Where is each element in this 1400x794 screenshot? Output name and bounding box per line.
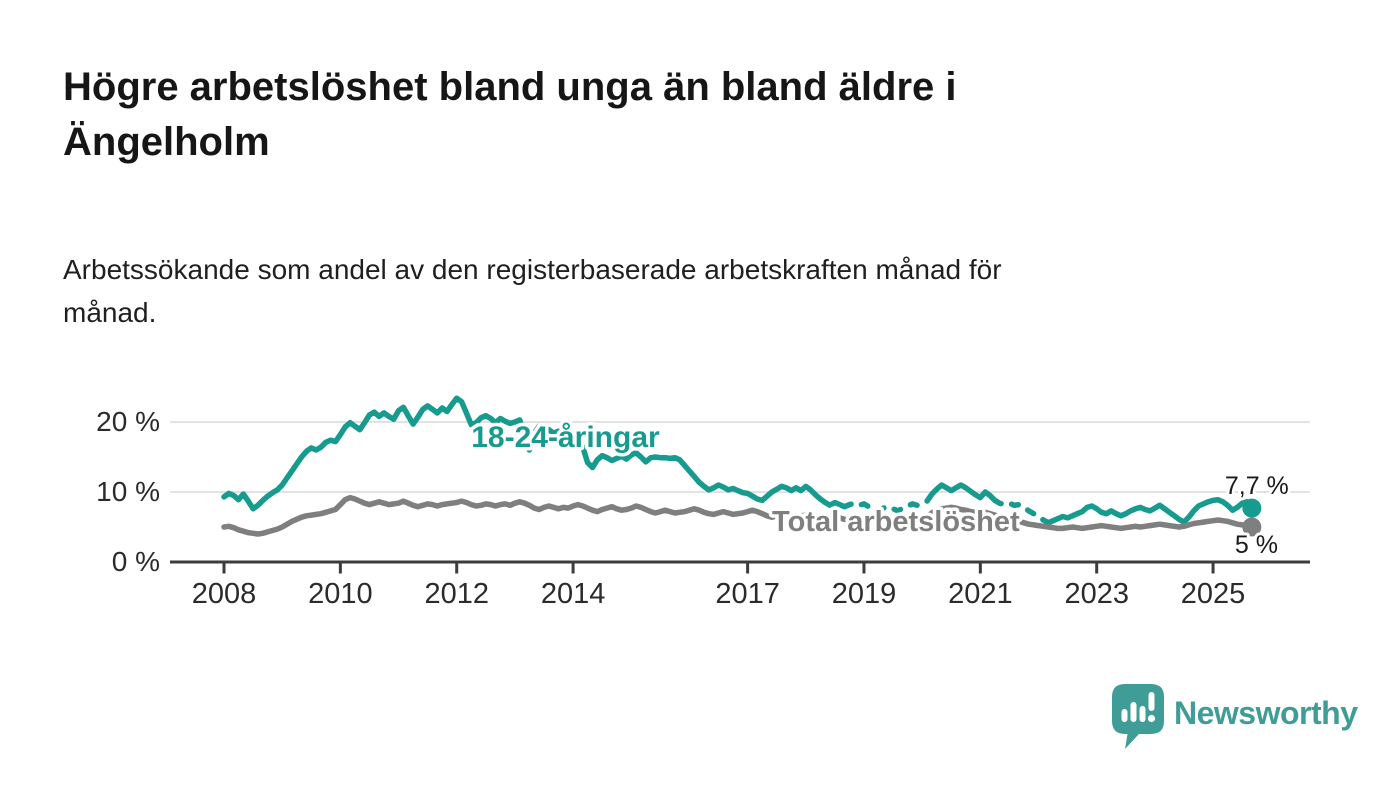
- x-axis-tick-label: 2010: [308, 578, 373, 610]
- newsworthy-logo: Newsworthy: [1112, 684, 1358, 750]
- series-line-18-24: [992, 497, 1047, 523]
- end-value-label-18-24: 7,7 %: [1225, 472, 1289, 500]
- x-axis-tick-label: 2025: [1181, 578, 1246, 610]
- x-axis-tick-label: 2014: [541, 578, 606, 610]
- series-line-18-24: [841, 491, 935, 514]
- series-end-dot-total: [1242, 517, 1262, 537]
- chart-subtitle: Arbetssökande som andel av den registerb…: [63, 254, 1002, 328]
- end-value-label-total: 5 %: [1235, 531, 1278, 559]
- newsworthy-logo-icon: [1112, 684, 1164, 749]
- series-end-dot-18-24: [1242, 498, 1262, 518]
- x-axis-tick-label: 2008: [192, 578, 257, 610]
- x-axis-tick-label: 2023: [1064, 578, 1129, 610]
- x-axis-tick-label: 2012: [424, 578, 489, 610]
- x-axis-tick-label: 2021: [948, 578, 1013, 610]
- series-line-18-24: [1040, 496, 1255, 526]
- series-label-total: Total arbetslöshet: [772, 506, 1020, 538]
- series-line-total: [221, 494, 1255, 537]
- series-line-18-24: [221, 395, 848, 512]
- x-axis-tick-label: 2017: [715, 578, 780, 610]
- newsworthy-logo-text: Newsworthy: [1174, 694, 1358, 731]
- x-axis-tick-label: 2019: [832, 578, 897, 610]
- series-line-18-24: [929, 482, 998, 504]
- series-label-18-24: 18-24-åringar: [471, 421, 660, 454]
- page-title: Högre arbetslöshet bland unga än bland ä…: [63, 65, 957, 164]
- y-axis-tick-label: 0 %: [112, 546, 160, 577]
- y-axis-tick-label: 10 %: [96, 476, 160, 507]
- y-axis-tick-label: 20 %: [96, 406, 160, 437]
